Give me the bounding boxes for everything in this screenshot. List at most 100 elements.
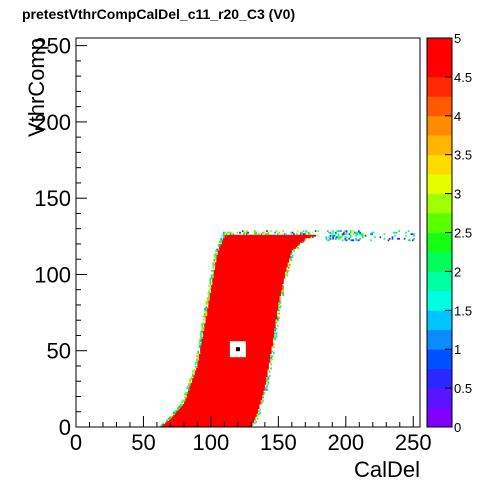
heatmap-cell: [205, 312, 208, 315]
heatmap-cell: [349, 234, 352, 237]
heatmap-cell: [301, 233, 303, 236]
heatmap-cell: [349, 236, 352, 239]
heatmap-row: [187, 391, 264, 394]
heatmap-cell: [227, 231, 229, 234]
heatmap-cell: [405, 231, 407, 234]
heatmap-cell: [204, 317, 206, 319]
heatmap-cell: [213, 260, 216, 263]
heatmap-cell: [281, 289, 283, 292]
color-scale-segment: [427, 154, 452, 175]
heatmap-cell: [202, 315, 205, 318]
heatmap-cell: [197, 352, 200, 355]
heatmap-cell: [212, 265, 214, 268]
heatmap-cell: [398, 230, 401, 233]
heatmap-cell: [270, 230, 272, 233]
heatmap-cell: [303, 233, 306, 236]
heatmap-cell: [405, 234, 407, 237]
heatmap-cell: [209, 277, 212, 280]
heatmap-cell: [200, 335, 202, 338]
heatmap-row: [193, 376, 267, 379]
heatmap-cell: [167, 417, 170, 420]
heatmap-row: [175, 411, 259, 414]
heatmap-cell: [341, 239, 344, 242]
heatmap-cell: [212, 266, 214, 269]
heatmap-cell: [212, 275, 214, 278]
heatmap-cell: [162, 422, 164, 425]
heatmap-cell: [374, 236, 376, 239]
heatmap-cell: [355, 234, 357, 237]
heatmap-cell: [340, 230, 343, 233]
heatmap-cell: [262, 231, 264, 234]
heatmap-cell: [214, 257, 217, 260]
heatmap-cell: [209, 279, 212, 281]
heatmap-cell: [302, 240, 305, 243]
heatmap-cell: [239, 231, 241, 234]
heatmap-row: [209, 295, 280, 298]
heatmap-cell: [201, 329, 204, 332]
heatmap-cell: [205, 300, 208, 303]
heatmap-cell: [293, 250, 295, 252]
heatmap-row: [213, 269, 287, 272]
heatmap-cell: [310, 236, 313, 239]
heatmap-cell: [205, 309, 208, 312]
heatmap-cell: [359, 233, 361, 236]
heatmap-row: [206, 308, 279, 310]
heatmap-row: [194, 370, 268, 373]
color-scale-segment: [427, 213, 452, 233]
y-tick-label: 250: [34, 34, 71, 59]
heatmap-cell: [258, 413, 260, 416]
heatmap-row: [206, 311, 277, 313]
heatmap-cell: [258, 233, 260, 236]
heatmap-cell: [403, 237, 406, 240]
heatmap-cell: [202, 326, 205, 329]
heatmap-cell: [201, 326, 204, 329]
heatmap-cell: [361, 234, 364, 237]
heatmap-row: [224, 234, 317, 237]
color-scale-tick-label: 2.5: [454, 226, 472, 241]
heatmap-cell: [278, 301, 280, 304]
heatmap-row: [212, 283, 283, 286]
heatmap-cell: [271, 355, 274, 358]
heatmap-cell: [286, 272, 289, 275]
heatmap-cell: [190, 378, 193, 381]
heatmap-cell: [206, 297, 209, 300]
heatmap-cell: [356, 233, 359, 236]
heatmap-cell: [206, 306, 209, 309]
heatmap-cell: [254, 230, 256, 233]
heatmap-cell: [217, 245, 220, 248]
heatmap-cell: [196, 365, 198, 368]
heatmap-cell: [193, 369, 195, 371]
heatmap-cell: [220, 242, 222, 245]
heatmap-row: [205, 321, 276, 324]
heatmap-cell: [309, 233, 312, 236]
heatmap-cell: [303, 239, 306, 242]
heatmap-cell: [272, 352, 275, 355]
color-scale-tick-label: 4: [454, 109, 461, 124]
heatmap-cell: [357, 230, 360, 233]
heatmap-cell: [337, 234, 340, 237]
heatmap-cell: [340, 236, 343, 239]
heatmap-row: [212, 282, 284, 284]
heatmap-cell: [411, 233, 414, 236]
heatmap-cell: [217, 248, 220, 251]
heatmap-row: [197, 362, 269, 365]
heatmap-cell: [267, 376, 270, 379]
heatmap-cell: [360, 233, 363, 236]
heatmap-cell: [193, 373, 195, 376]
heatmap-row: [202, 332, 275, 335]
heatmap-cell: [182, 401, 185, 403]
heatmap-cell: [254, 422, 256, 425]
heatmap-cell: [213, 254, 216, 257]
heatmap-cell: [200, 343, 202, 345]
heatmap-row: [206, 312, 277, 315]
heatmap-cell: [219, 245, 221, 248]
heatmap-row: [209, 292, 282, 295]
heatmap-cell: [371, 231, 374, 234]
heatmap-row: [214, 265, 288, 268]
heatmap-cell: [343, 231, 345, 234]
heatmap-row: [204, 326, 276, 329]
heatmap-cell: [208, 298, 210, 301]
color-scale-tick-label: 1: [454, 342, 461, 357]
heatmap-cell: [391, 236, 394, 239]
heatmap-row: [208, 301, 279, 304]
